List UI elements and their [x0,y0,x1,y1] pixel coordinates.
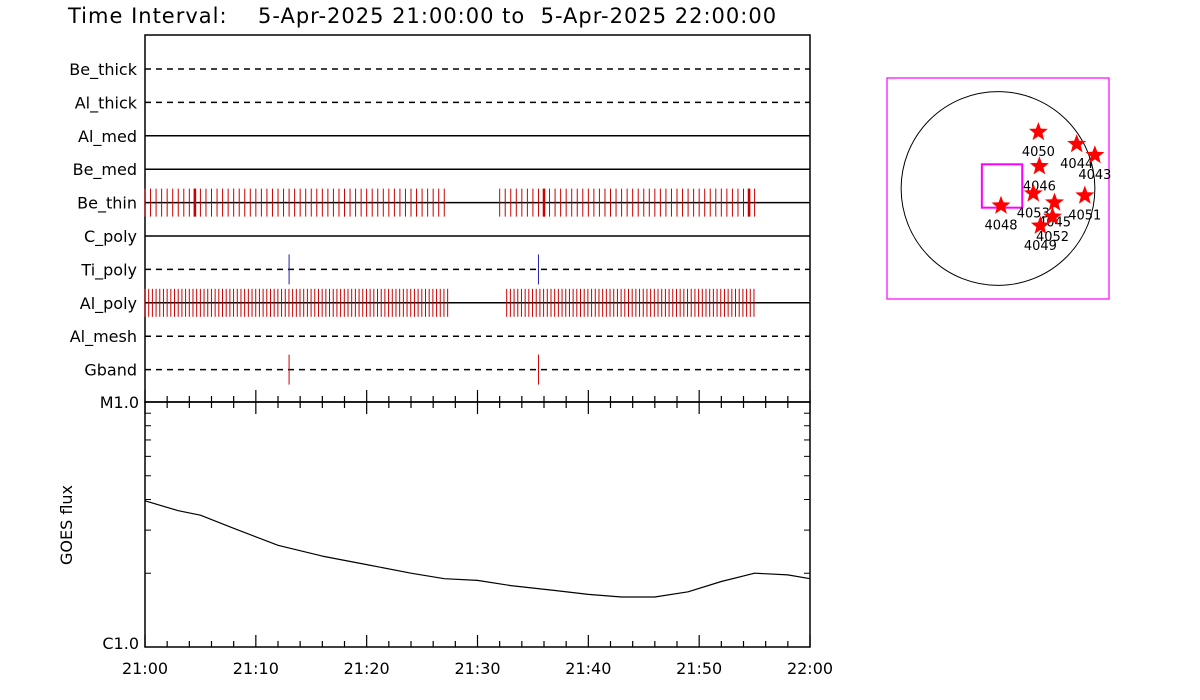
goes-frame [144,401,811,648]
x-tick-label: 21:30 [454,659,500,678]
active-region-label: 4044 [1060,157,1093,172]
timeline-row: Be_thick [69,60,810,80]
row-label: Be_med [73,160,137,180]
row-label: Al_thick [75,93,138,113]
row-label: Be_thin [77,194,137,214]
timeline-row: Be_med [73,160,810,180]
x-tick-label: 22:00 [787,659,833,678]
x-tick-label: 21:20 [344,659,390,678]
goes-flux-panel: M1.0 C1.0 GOES flux 21:00 21:10 21:20 21:30 21:… [57,390,833,678]
active-region-marker [991,195,1011,214]
timeline-row: C_poly [84,227,810,247]
timeline-row: Al_poly [80,288,810,317]
active-region-label: 4052 [1036,230,1069,245]
x-tick-label: 21:50 [676,659,722,678]
timeline-row: Al_mesh [70,327,810,347]
active-region-marker [1045,192,1064,211]
active-region-label: 4049 [1024,239,1057,254]
row-label: Al_med [78,127,137,147]
timeline-row: Gband [84,354,810,385]
active-region-label: 4043 [1078,168,1111,183]
timeline-frame [144,34,811,403]
active-region-marker [1030,215,1050,234]
goes-flux-line [144,500,811,598]
y-tick-label: M1.0 [100,393,139,412]
active-region-marker [1029,156,1049,175]
active-region-marker [1085,145,1105,164]
y-tick-label: C1.0 [102,634,139,653]
row-label: Al_poly [80,294,137,314]
map-frame [886,77,1110,300]
active-region-label: 4045 [1038,216,1071,231]
active-region-marker [1067,134,1087,153]
timeline-row: Al_med [78,127,810,147]
row-label: Gband [84,361,137,380]
x-tick-label: 21:40 [565,659,611,678]
x-tick-label: 21:10 [233,659,279,678]
row-label: C_poly [84,227,137,247]
active-region-marker [1023,183,1043,202]
active-region-label: 4051 [1068,209,1101,224]
active-region-marker [1075,185,1095,204]
active-region-marker [1043,206,1062,225]
active-region-label: 4053 [1017,207,1050,222]
active-region-label: 4050 [1022,145,1055,160]
title-prefix: Time Interval: [67,4,228,28]
solar-limb [900,91,1096,286]
row-label: Be_thick [69,60,137,80]
timeline-row: Ti_poly [80,254,810,285]
active-region-label: 4048 [984,219,1017,234]
row-label: Al_mesh [70,327,137,347]
active-region-marker [1028,122,1048,141]
timeline-row: Be_thin [77,188,810,217]
row-label: Ti_poly [80,260,137,280]
timeline-panel: Be_thick Al_thick Al_med Be_med Be_thin C_pol… [69,34,811,403]
y-axis-label: GOES flux [57,485,76,565]
timeline-row: Al_thick [75,93,810,113]
x-tick-label: 21:00 [122,659,168,678]
title-range: 5-Apr-2025 21:00:00 to 5-Apr-2025 22:00:… [258,4,777,28]
